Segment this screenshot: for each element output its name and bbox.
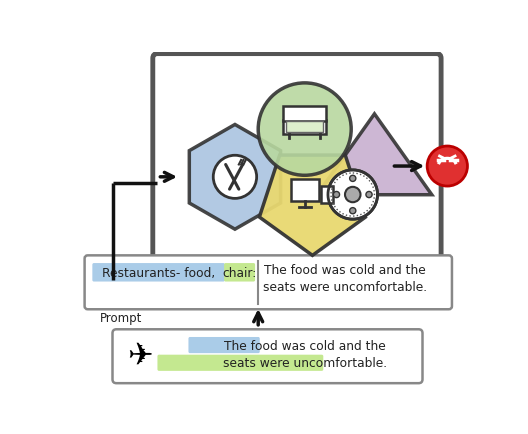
Bar xyxy=(283,120,326,134)
FancyBboxPatch shape xyxy=(224,263,255,282)
Circle shape xyxy=(258,83,351,175)
FancyBboxPatch shape xyxy=(112,329,422,383)
Bar xyxy=(286,122,323,132)
Text: The food was cold and the: The food was cold and the xyxy=(224,340,385,353)
Text: Prompt: Prompt xyxy=(100,312,143,326)
Bar xyxy=(321,186,333,203)
Text: ✈: ✈ xyxy=(127,342,153,371)
Polygon shape xyxy=(317,114,432,195)
Circle shape xyxy=(213,155,257,198)
FancyBboxPatch shape xyxy=(188,337,260,353)
FancyBboxPatch shape xyxy=(157,355,323,371)
Circle shape xyxy=(328,170,378,219)
Bar xyxy=(291,179,319,201)
Circle shape xyxy=(366,191,372,197)
Circle shape xyxy=(345,187,361,202)
Polygon shape xyxy=(190,125,280,229)
Polygon shape xyxy=(259,155,365,255)
Text: The food was cold and the: The food was cold and the xyxy=(264,264,426,277)
FancyBboxPatch shape xyxy=(153,54,441,262)
Bar xyxy=(283,106,326,122)
Circle shape xyxy=(350,175,356,181)
FancyBboxPatch shape xyxy=(84,255,452,309)
Text: Restaurants- food,: Restaurants- food, xyxy=(101,266,215,279)
Circle shape xyxy=(333,191,340,197)
Text: chair:: chair: xyxy=(222,266,257,279)
Text: seats were uncomfortable.: seats were uncomfortable. xyxy=(223,358,387,371)
Text: seats were uncomfortable.: seats were uncomfortable. xyxy=(263,281,427,294)
Circle shape xyxy=(350,207,356,214)
Circle shape xyxy=(427,146,467,186)
FancyBboxPatch shape xyxy=(92,263,225,282)
